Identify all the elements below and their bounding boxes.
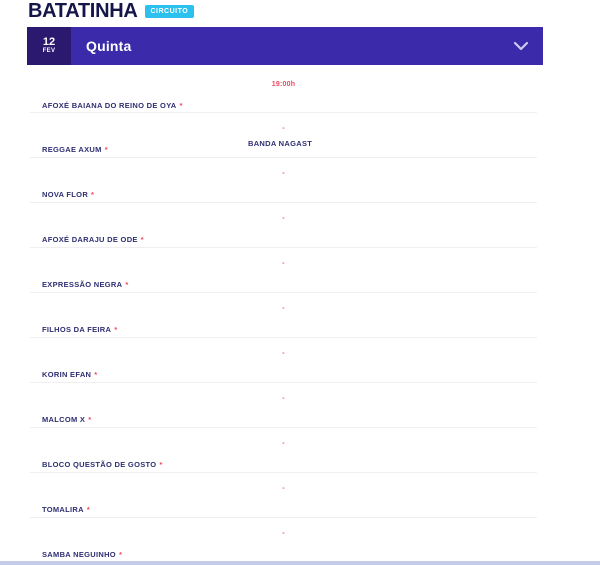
act-name: REGGAE AXUM * (42, 145, 108, 154)
day-date-box: 12 FEV (27, 27, 71, 65)
day-month: FEV (42, 48, 56, 54)
schedule-row: - TOMALIRA * (30, 473, 537, 518)
act-name: FILHOS DA FEIRA * (42, 325, 118, 334)
schedule-row: 19:00h AFOXÉ BAIANA DO REINO DE OYA * (30, 75, 537, 113)
asterisk-marker: * (94, 370, 98, 379)
event-time: - (282, 530, 285, 537)
act-name: MALCOM X * (42, 415, 92, 424)
event-time: - (282, 485, 285, 492)
event-time: 19:00h (271, 81, 296, 88)
event-time: - (282, 260, 285, 267)
schedule-row: - AFOXÉ DARAJU DE ODE * (30, 203, 537, 248)
schedule-row: - SAMBA NEGUINHO * (30, 518, 537, 563)
event-time: - (282, 305, 285, 312)
event-time: - (282, 440, 285, 447)
act-name: BLOCO QUESTÃO DE GOSTO * (42, 460, 163, 469)
event-time: - (282, 125, 285, 132)
bottom-strip (0, 561, 600, 565)
asterisk-marker: * (104, 145, 108, 154)
day-number: 12 (42, 36, 56, 48)
event-time: - (282, 395, 285, 402)
asterisk-marker: * (140, 235, 144, 244)
asterisk-marker: * (86, 505, 91, 514)
schedule-row: - REGGAE AXUM * BANDA NAGAST (30, 113, 537, 158)
page-header: BATATINHA CIRCUITO (28, 0, 600, 21)
act-name-secondary: BANDA NAGAST (248, 139, 313, 148)
asterisk-marker: * (114, 325, 118, 334)
asterisk-marker: * (91, 190, 95, 199)
act-name: KORIN EFAN * (42, 370, 98, 379)
event-time: - (282, 170, 285, 177)
page-title: BATATINHA (28, 0, 138, 22)
act-name: AFOXÉ BAIANA DO REINO DE OYA * (42, 101, 183, 110)
schedule-row: - EXPRESSÃO NEGRA * (30, 248, 537, 293)
day-name: Quinta (86, 38, 132, 54)
asterisk-marker: * (179, 101, 183, 110)
act-name: TOMALIRA * (42, 505, 91, 514)
schedule-list: 19:00h AFOXÉ BAIANA DO REINO DE OYA * - R… (30, 75, 537, 563)
schedule-row: - NOVA FLOR * (30, 158, 537, 203)
chevron-down-icon[interactable] (513, 41, 529, 51)
schedule-row: - BLOCO QUESTÃO DE GOSTO * (30, 428, 537, 473)
schedule-row: - KORIN EFAN * (30, 338, 537, 383)
asterisk-marker: * (159, 460, 163, 469)
event-time: - (282, 215, 285, 222)
act-name: EXPRESSÃO NEGRA * (42, 280, 129, 289)
circuit-badge: CIRCUITO (144, 5, 195, 18)
asterisk-marker: * (125, 280, 129, 289)
act-name: NOVA FLOR * (42, 190, 95, 199)
act-name: SAMBA NEGUINHO * (42, 550, 123, 559)
asterisk-marker: * (118, 550, 123, 559)
schedule-row: - MALCOM X * (30, 383, 537, 428)
event-time: - (282, 350, 285, 357)
asterisk-marker: * (88, 415, 92, 424)
schedule-row: - FILHOS DA FEIRA * (30, 293, 537, 338)
day-accordion-header[interactable]: 12 FEV Quinta (27, 27, 543, 65)
act-name: AFOXÉ DARAJU DE ODE * (42, 235, 144, 244)
